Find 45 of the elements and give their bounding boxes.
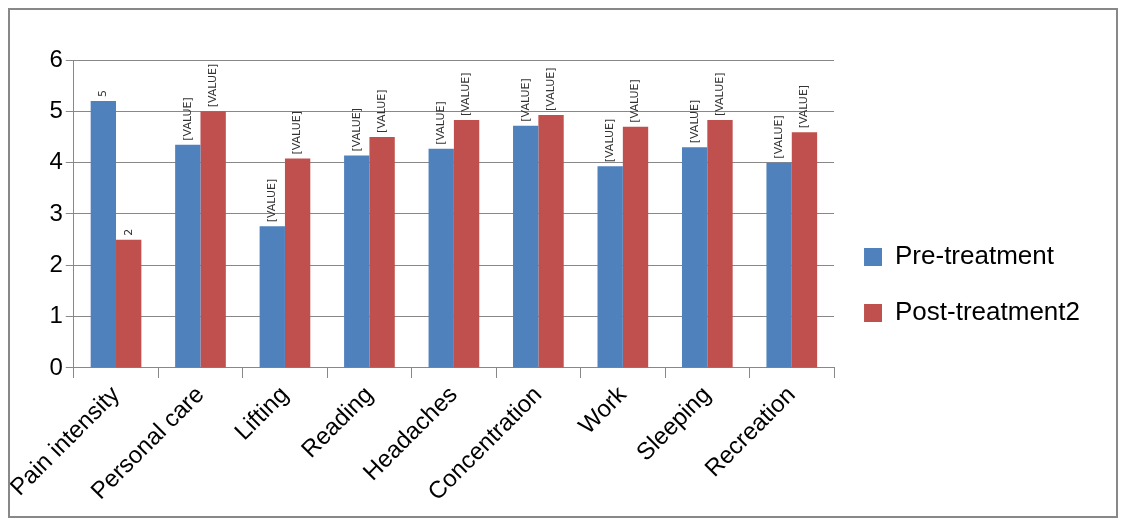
data-label: [VALUE] bbox=[265, 178, 279, 223]
y-tick-label: 5 bbox=[49, 95, 63, 123]
bar bbox=[707, 120, 733, 368]
bar bbox=[428, 148, 454, 368]
y-tick-label: 2 bbox=[49, 249, 63, 277]
data-label: [VALUE] bbox=[712, 72, 726, 117]
data-label: [VALUE] bbox=[518, 78, 532, 122]
data-label: [VALUE] bbox=[797, 84, 811, 129]
data-label: [VALUE] bbox=[543, 67, 557, 111]
data-label: [VALUE] bbox=[290, 111, 304, 155]
data-label: [VALUE] bbox=[603, 118, 617, 163]
y-tick-label: 3 bbox=[49, 198, 63, 226]
data-label: [VALUE] bbox=[687, 99, 701, 144]
bar bbox=[259, 226, 285, 368]
bar bbox=[344, 155, 370, 368]
data-label: [VALUE] bbox=[434, 101, 448, 145]
bar bbox=[766, 162, 792, 368]
bar bbox=[200, 111, 226, 368]
y-tick-label: 1 bbox=[49, 301, 63, 329]
bar bbox=[622, 126, 649, 368]
data-label: [VALUE] bbox=[374, 89, 388, 133]
bar bbox=[116, 239, 142, 368]
bar bbox=[284, 158, 311, 368]
data-label: [VALUE] bbox=[628, 79, 642, 123]
data-label: 5 bbox=[96, 90, 110, 98]
bar bbox=[538, 114, 564, 368]
bar bbox=[175, 144, 201, 368]
bar bbox=[453, 120, 480, 368]
data-label: [VALUE] bbox=[180, 97, 194, 141]
bar bbox=[369, 136, 395, 368]
data-label: [VALUE] bbox=[771, 115, 785, 159]
data-label: 2 bbox=[121, 228, 135, 236]
data-label: [VALUE] bbox=[459, 72, 473, 117]
y-tick-label: 6 bbox=[49, 44, 63, 72]
bar bbox=[681, 147, 708, 368]
bar bbox=[597, 166, 623, 368]
bar bbox=[90, 101, 117, 368]
legend-label: Pre-treatment bbox=[895, 240, 1055, 271]
data-label: [VALUE] bbox=[206, 63, 220, 108]
bar bbox=[791, 132, 818, 368]
y-tick-label: 0 bbox=[49, 352, 63, 380]
data-label: [VALUE] bbox=[349, 107, 363, 152]
y-tick-label: 4 bbox=[49, 147, 63, 175]
bar bbox=[513, 125, 539, 368]
legend-label: Post-treatment2 bbox=[895, 296, 1081, 327]
